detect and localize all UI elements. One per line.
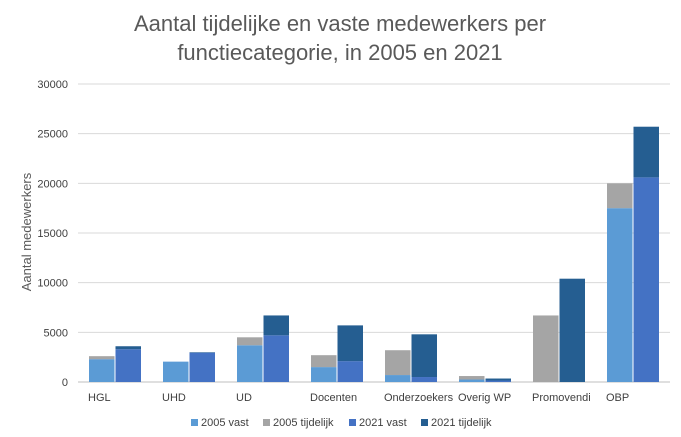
x-tick-label: HGL (88, 392, 111, 404)
bar-segment-2005-tijdelijk (385, 350, 411, 376)
legend-item: 2021 tijdelijk (421, 417, 492, 429)
y-tick-label: 25000 (37, 129, 68, 141)
bar-segment-2021-vast (633, 177, 659, 382)
bar-segment-2005-tijdelijk (311, 355, 337, 368)
bar-segment-2021-tijdelijk (633, 126, 659, 178)
legend-item: 2021 vast (349, 417, 407, 429)
bar-segment-2021-tijdelijk (559, 278, 585, 382)
legend-label: 2021 vast (359, 417, 407, 429)
bar-segment-2021-vast (115, 349, 141, 382)
bar-segment-2005-tijdelijk (533, 315, 559, 382)
y-tick-label: 0 (62, 377, 68, 389)
bar-segment-2005-vast (607, 208, 633, 382)
legend-swatch (349, 419, 356, 426)
legend: 2005 vast 2005 tijdelijk 2021 vast 2021 tij… (191, 417, 492, 429)
bar-segment-2005-vast (311, 367, 337, 382)
y-tick-label: 10000 (37, 278, 68, 290)
bar-segment-2005-vast (385, 375, 411, 382)
bar-segment-2005-tijdelijk (89, 356, 115, 360)
x-tick-label: UHD (162, 392, 186, 404)
bar-segment-2021-vast (263, 335, 289, 382)
chart-title-line-1: Aantal tijdelijke en vaste medewerkers p… (134, 11, 546, 36)
bar-segment-2005-tijdelijk (607, 183, 633, 209)
legend-swatch (191, 419, 198, 426)
x-tick-label: Onderzoekers (384, 392, 454, 404)
legend-swatch (421, 419, 428, 426)
bar-segment-2021-tijdelijk (263, 315, 289, 336)
bar-segment-2021-tijdelijk (337, 325, 363, 362)
legend-label: 2021 tijdelijk (431, 417, 492, 429)
x-tick-label: OBP (606, 392, 629, 404)
bar-segment-2005-vast (163, 361, 189, 382)
x-tick-labels: HGL UHD UD Docenten Onderzoekers Overig WP Pro… (88, 392, 629, 404)
bar-segment-2005-vast (237, 345, 263, 382)
bar-segment-2021-vast (411, 377, 437, 382)
y-tick-label: 30000 (37, 79, 68, 91)
y-tick-label: 5000 (44, 327, 68, 339)
legend-label: 2005 vast (201, 417, 249, 429)
x-tick-label: Docenten (310, 392, 357, 404)
bar-segment-2021-vast (337, 361, 363, 382)
legend-item: 2005 tijdelijk (263, 417, 334, 429)
bar-segment-2005-tijdelijk (237, 337, 263, 346)
x-tick-label: Promovendi (532, 392, 591, 404)
y-tick-labels: 0 5000 10000 15000 20000 25000 30000 (37, 79, 68, 389)
y-tick-label: 15000 (37, 228, 68, 240)
bar-segment-2021-vast (485, 380, 511, 382)
bar-segment-2021-tijdelijk (485, 378, 511, 381)
bar-segment-2005-tijdelijk (459, 376, 485, 380)
chart-title-line-2: functiecategorie, in 2005 en 2021 (177, 40, 502, 65)
bar-segment-2005-vast (459, 379, 485, 382)
bar-segment-2021-vast (189, 352, 215, 382)
legend-label: 2005 tijdelijk (273, 417, 334, 429)
y-tick-label: 20000 (37, 178, 68, 190)
bar-segment-2021-tijdelijk (411, 334, 437, 378)
bar-segment-2005-vast (89, 359, 115, 382)
x-tick-label: Overig WP (458, 392, 511, 404)
x-tick-label: UD (236, 392, 252, 404)
bar-segment-2021-tijdelijk (115, 346, 141, 350)
legend-swatch (263, 419, 270, 426)
legend-item: 2005 vast (191, 417, 249, 429)
bars (89, 126, 659, 382)
gridlines (78, 83, 670, 383)
y-axis-title: Aantal medewerkers (19, 172, 34, 291)
